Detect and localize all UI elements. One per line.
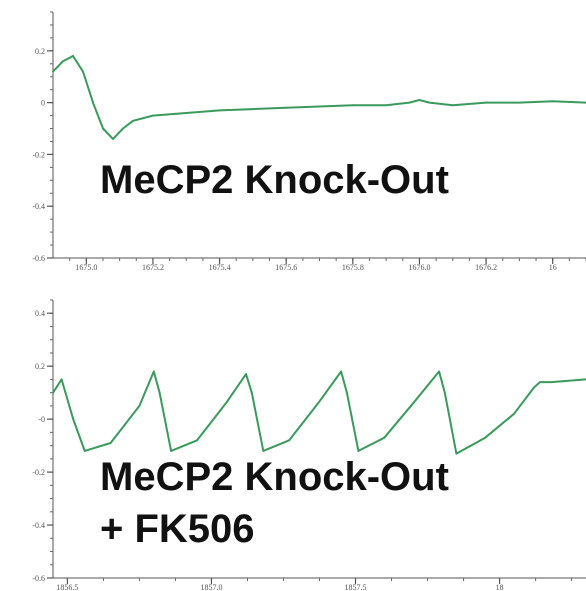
data-point bbox=[518, 101, 521, 104]
data-point bbox=[52, 70, 54, 73]
y-tick-label: -0.2 bbox=[32, 150, 45, 159]
y-tick-label: -0.4 bbox=[32, 202, 45, 211]
data-point bbox=[109, 442, 112, 444]
data-point bbox=[550, 381, 553, 383]
data-point bbox=[484, 436, 487, 439]
data-point bbox=[72, 55, 74, 57]
data-point bbox=[152, 370, 155, 373]
data-point bbox=[533, 386, 535, 389]
data-point bbox=[83, 450, 86, 452]
x-tick-label: 1676.2 bbox=[475, 263, 497, 272]
panel-title-line: MeCP2 Knock-Out bbox=[100, 158, 449, 202]
y-tick-label: 0.4 bbox=[35, 309, 45, 318]
panel-title-line: + FK506 bbox=[100, 507, 255, 551]
y-tick-label: -0.2 bbox=[32, 468, 45, 477]
x-tick-label: 1675.2 bbox=[142, 263, 164, 272]
data-point bbox=[418, 99, 421, 101]
data-point bbox=[451, 104, 454, 107]
y-tick-label: 0.2 bbox=[35, 362, 45, 371]
panel-top: 0.2 0 -0.2 -0.4 -0.6 1675.0 1675.2 1675.4 1675.6… bbox=[32, 11, 586, 272]
data-point bbox=[138, 405, 141, 407]
x-tick-label: 16 bbox=[549, 263, 557, 272]
data-point bbox=[485, 101, 487, 104]
data-point bbox=[112, 138, 114, 140]
data-point bbox=[60, 378, 63, 381]
data-point bbox=[72, 418, 75, 420]
data-point bbox=[357, 450, 360, 452]
x-tick-label: 1857.5 bbox=[345, 583, 367, 591]
data-point bbox=[170, 450, 173, 452]
x-tick-label: 1675.4 bbox=[209, 263, 231, 272]
data-point bbox=[152, 114, 154, 117]
y-tick-label: 0 bbox=[41, 99, 45, 108]
data-point bbox=[346, 391, 348, 394]
panel-bottom: 0.4 0.2 -0 -0.2 -0.4 -0.6 1856.5 1857.0 1857.5 18… bbox=[32, 299, 586, 591]
y-tick-label: -0.4 bbox=[32, 521, 45, 530]
y-tick-label: -0.6 bbox=[32, 254, 45, 263]
data-point bbox=[318, 105, 321, 108]
data-point bbox=[455, 452, 458, 455]
x-tick-label: 1675.8 bbox=[342, 263, 364, 272]
series-line bbox=[52, 55, 586, 140]
panel-title-line: MeCP2 Knock-Out bbox=[100, 455, 449, 499]
data-point bbox=[122, 127, 124, 130]
x-tick-label: 1857.0 bbox=[200, 583, 222, 591]
data-point bbox=[288, 439, 291, 442]
data-point bbox=[408, 101, 411, 104]
x-tick-label: 1675.6 bbox=[275, 263, 297, 272]
data-point bbox=[551, 100, 554, 103]
data-point bbox=[218, 109, 221, 112]
data-point bbox=[252, 108, 254, 110]
data-point bbox=[351, 104, 354, 107]
x-tick-label: 1856.5 bbox=[56, 583, 78, 591]
x-tick-label: 18 bbox=[496, 583, 504, 591]
y-tick-label: -0.6 bbox=[32, 574, 45, 583]
data-point bbox=[383, 436, 386, 439]
data-point bbox=[513, 412, 515, 415]
data-point bbox=[539, 381, 541, 383]
data-point bbox=[262, 450, 265, 452]
data-point bbox=[385, 104, 387, 107]
data-point bbox=[428, 101, 431, 104]
series-line bbox=[52, 370, 586, 455]
x-tick-label: 1675.0 bbox=[75, 263, 97, 272]
data-point bbox=[317, 402, 319, 405]
data-point bbox=[340, 370, 342, 373]
data-point bbox=[225, 402, 227, 405]
data-point bbox=[245, 373, 247, 375]
data-point bbox=[52, 391, 54, 394]
x-tick-label: 1676.0 bbox=[408, 263, 430, 272]
data-point bbox=[158, 391, 161, 394]
y-tick-label: 0.2 bbox=[35, 47, 45, 56]
data-point bbox=[132, 119, 134, 122]
data-point bbox=[102, 127, 104, 130]
data-point bbox=[412, 402, 414, 405]
data-point bbox=[285, 106, 288, 109]
data-point bbox=[250, 391, 253, 394]
data-point bbox=[185, 112, 188, 114]
data-point bbox=[92, 101, 94, 104]
y-tick-label: -0 bbox=[38, 415, 45, 424]
data-point bbox=[82, 70, 84, 73]
data-point bbox=[443, 391, 446, 394]
data-point bbox=[438, 370, 440, 373]
data-point bbox=[196, 439, 199, 442]
data-point bbox=[62, 60, 64, 63]
